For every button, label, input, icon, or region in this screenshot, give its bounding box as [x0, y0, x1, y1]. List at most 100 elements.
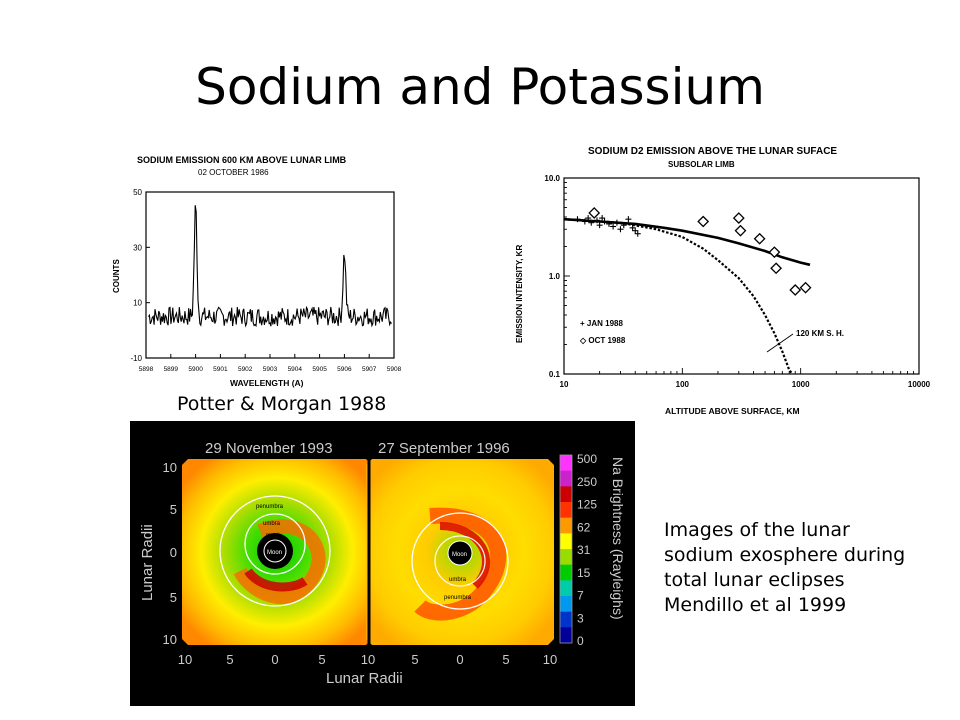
colorbar-segment: [560, 502, 572, 519]
eclipse-y-tick-label: 5: [170, 590, 177, 605]
slide-title: Sodium and Potassium: [195, 58, 765, 116]
eclipse-panel-1993: [182, 459, 372, 645]
eclipse-y-tick-label: 0: [170, 545, 177, 560]
eclipse-y-tick-label: 10: [163, 460, 177, 475]
spectrum-trace: [148, 205, 392, 328]
spectrum-x-tick-label: 5905: [312, 366, 327, 373]
oct-1988-point: [799, 281, 812, 294]
colorbar-tick-label: 31: [577, 543, 591, 557]
eclipse-x-tick-label: 10: [361, 652, 375, 667]
spectrum-plot-frame: [145, 191, 395, 359]
colorbar-tick-label: 250: [577, 475, 597, 489]
eclipse-caption: Images of the lunar sodium exosphere dur…: [664, 518, 944, 618]
eclipse-y-label: Lunar Radii: [139, 524, 156, 601]
eclipse-x-tick-label: 5: [502, 652, 509, 667]
label-penumbra-right: penumbra: [444, 595, 472, 601]
colorbar-segment: [560, 486, 572, 503]
legend-oct-1988: ◇ OCT 1988: [579, 336, 626, 345]
jan-1988-point: [605, 220, 612, 227]
jan-1988-point: [617, 226, 624, 233]
label-umbra-right: umbra: [449, 577, 467, 583]
spectrum-x-tick-label: 5906: [337, 366, 352, 373]
model-curve-dashed: [563, 218, 794, 375]
label-mask-left: mask: [266, 533, 281, 539]
spectrum-y-tick-label: 50: [133, 188, 142, 197]
colorbar-tick-label: 0: [577, 634, 584, 648]
colorbar-tick-label: 125: [577, 498, 597, 512]
oct-1988-point: [789, 284, 802, 296]
oct-1988-point: [732, 212, 745, 224]
emission-intensity-chart: SODIUM D2 EMISSION ABOVE THE LUNAR SUFAC…: [515, 146, 930, 416]
jan-1988-point: [596, 222, 603, 229]
eclipse-x-tick-label: 0: [271, 652, 278, 667]
jan-1988-point: [620, 222, 627, 229]
jan-1988-point: [625, 216, 632, 223]
spectrum-y-label: COUNTS: [112, 259, 121, 293]
colorbar-tick-label: 15: [577, 566, 591, 580]
label-penumbra-left: penumbra: [256, 504, 284, 510]
jan-1988-point: [601, 218, 608, 225]
spectrum-x-tick-label: 5899: [164, 366, 179, 373]
annotation-120km: 120 KM S. H.: [796, 329, 844, 338]
jan-1988-point: [593, 217, 600, 224]
jan-1988-point: [581, 218, 588, 225]
colorbar-label: Na Brightness (Rayleighs): [610, 457, 626, 620]
intensity-x-tick-label: 1000: [792, 380, 810, 389]
intensity-y-tick-label: 0.1: [549, 370, 561, 379]
oct-1988-point: [734, 224, 747, 237]
eclipse-x-tick-label: 0: [456, 652, 463, 667]
spectrum-y-tick-label: -10: [130, 354, 142, 363]
label-umbra-left: umbra: [263, 521, 281, 527]
potter-morgan-caption: Potter & Morgan 1988: [177, 393, 387, 415]
colorbar-segment: [560, 455, 572, 472]
spectrum-x-tick-label: 5904: [288, 366, 303, 373]
eclipse-caption-line: total lunar eclipses: [664, 569, 845, 591]
spectrum-y-tick-label: 10: [133, 299, 142, 308]
spectrum-x-tick-label: 5907: [362, 366, 377, 373]
eclipse-y-tick-label: 10: [163, 632, 177, 647]
sodium-spectrum-chart: SODIUM EMISSION 600 KM ABOVE LUNAR LIMB …: [112, 155, 402, 388]
spectrum-x-tick-label: 5900: [188, 366, 203, 373]
colorbar-segment: [560, 470, 572, 487]
colorbar-segment: [560, 533, 572, 550]
colorbar-tick-label: 7: [577, 589, 584, 603]
oct-1988-point: [588, 207, 601, 219]
colorbar-tick-label: 500: [577, 452, 597, 466]
spectrum-x-tick-label: 5908: [387, 366, 402, 373]
colorbar-segment: [560, 627, 572, 644]
jan-1988-point: [634, 230, 641, 237]
colorbar-segment: [560, 564, 572, 581]
legend-jan-1988: + JAN 1988: [580, 319, 623, 328]
colorbar-segment: [560, 611, 572, 628]
eclipse-caption-line: sodium exosphere during: [664, 544, 906, 566]
intensity-x-tick-label: 10: [560, 380, 569, 389]
oct-1988-point: [770, 262, 783, 275]
intensity-title: SODIUM D2 EMISSION ABOVE THE LUNAR SUFAC…: [588, 146, 837, 157]
oct-1988-point: [753, 232, 766, 245]
intensity-y-label: EMISSION INTENSITY, KR: [515, 245, 524, 343]
eclipse-x-tick-label: 5: [226, 652, 233, 667]
intensity-x-label: ALTITUDE ABOVE SURFACE, KM: [665, 406, 800, 416]
intensity-y-tick-label: 10.0: [544, 174, 560, 183]
eclipse-caption-line: Images of the lunar: [664, 519, 850, 541]
colorbar-segment: [560, 596, 572, 613]
spectrum-y-tick-label: 30: [133, 243, 142, 252]
jan-1988-point: [632, 227, 639, 234]
eclipse-date-1996: 27 September 1996: [378, 440, 510, 457]
label-moon-left: Moon: [267, 550, 282, 556]
colorbar-segment: [560, 517, 572, 534]
colorbar-tick-label: 3: [577, 611, 584, 625]
jan-1988-point: [585, 215, 592, 222]
intensity-x-tick-label: 100: [676, 380, 690, 389]
eclipse-x-tick-label: 10: [543, 652, 557, 667]
lunar-eclipse-sodium-image: penumbra umbra mask Moon Moon umbra penu…: [130, 421, 635, 706]
eclipse-x-tick-label: 5: [318, 652, 325, 667]
jan-1988-point: [610, 223, 617, 230]
eclipse-y-tick-label: 5: [170, 502, 177, 517]
eclipse-x-tick-label: 5: [411, 652, 418, 667]
label-moon-right: Moon: [452, 552, 467, 558]
eclipse-date-1993: 29 November 1993: [205, 440, 333, 457]
spectrum-x-label: WAVELENGTH (A): [230, 378, 304, 388]
jan-1988-point: [613, 219, 620, 226]
oct-1988-point: [697, 215, 710, 228]
